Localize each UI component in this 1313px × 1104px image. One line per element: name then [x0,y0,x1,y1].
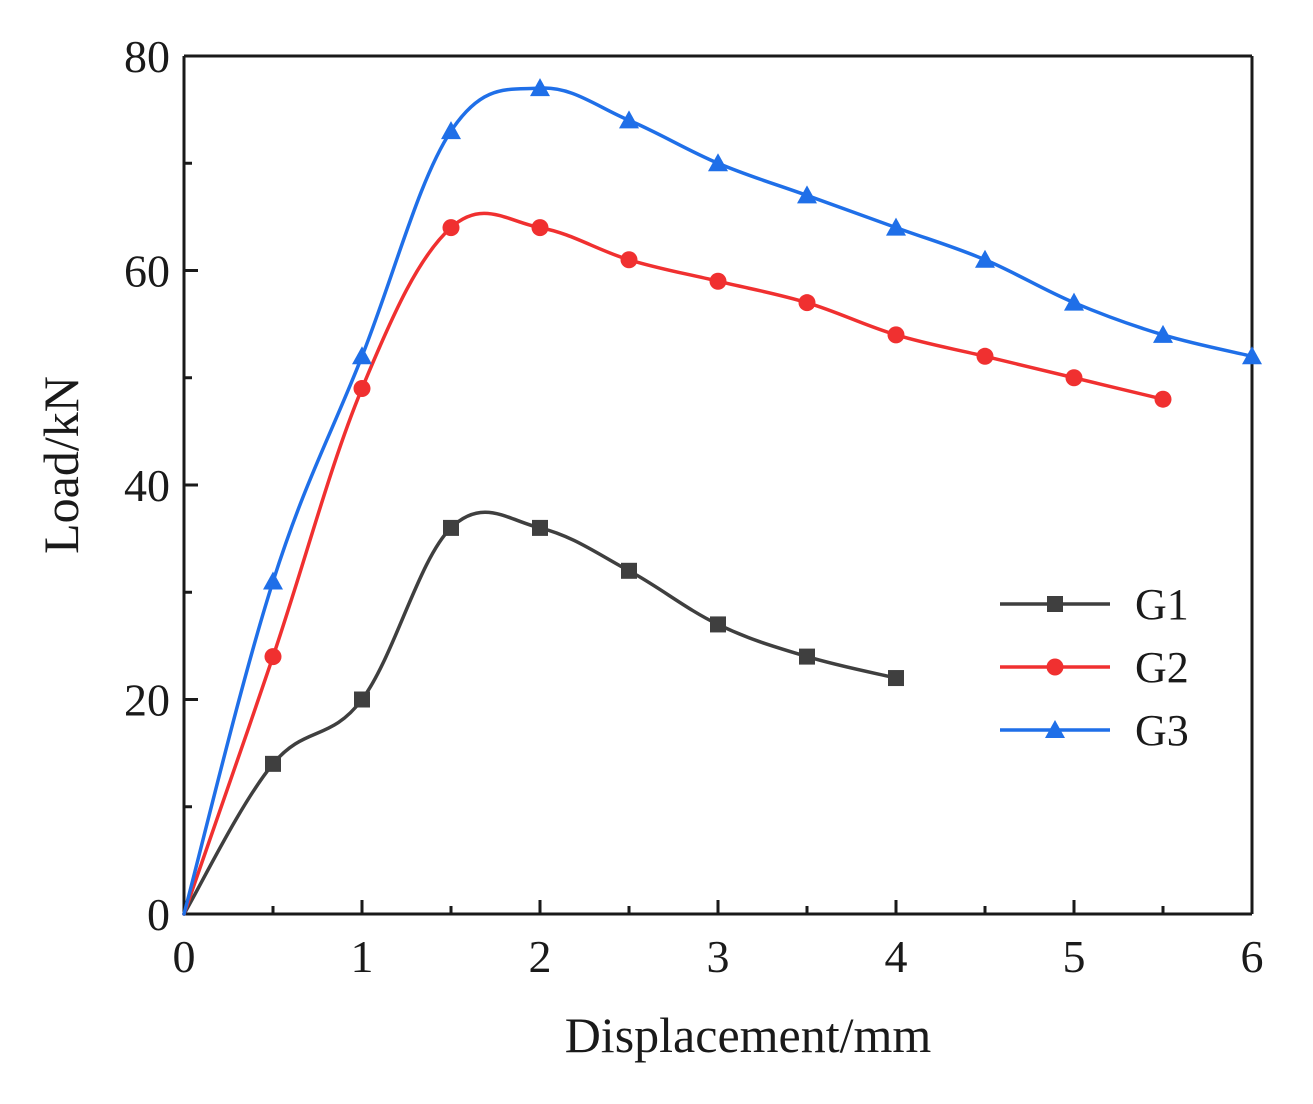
series-g2 [182,211,1172,916]
x-tick-label: 2 [529,931,552,982]
data-point-g2 [620,251,638,269]
data-point-g2 [798,294,816,312]
data-point-g3 [352,346,372,365]
y-tick-label: 20 [124,675,170,726]
legend-label: G3 [1135,706,1189,755]
y-tick-label: 60 [124,246,170,297]
data-point-g3 [619,110,639,129]
data-point-g3 [1242,346,1262,365]
data-point-g2 [264,648,282,666]
legend-item-g3: G3 [1000,706,1189,755]
series-line-g2 [182,211,1165,916]
plot-series [182,78,1262,916]
data-point-g1 [621,562,637,579]
y-axis-title: Load/kN [33,376,89,554]
data-point-g1 [799,648,815,665]
data-point-g3 [886,217,906,236]
series-g3 [182,78,1262,916]
series-g1 [182,510,904,916]
legend-marker [1045,720,1065,738]
data-point-g1 [532,519,548,536]
legend-item-g1: G1 [1000,580,1189,629]
series-line-g3 [182,86,1254,916]
legend-item-g2: G2 [1000,643,1189,692]
data-point-g3 [441,121,461,140]
x-tick-label: 5 [1063,931,1086,982]
legend-marker [1047,596,1063,612]
data-point-g1 [354,691,370,708]
x-tick-label: 0 [173,931,196,982]
data-point-g2 [1065,369,1083,387]
data-point-g2 [976,347,994,365]
data-point-g2 [887,326,905,344]
series-line-g1 [182,510,898,916]
data-point-g1 [443,519,459,536]
x-tick-label: 3 [707,931,730,982]
y-tick-label: 0 [147,889,170,940]
data-point-g1 [888,670,904,687]
x-tick-label: 6 [1241,931,1264,982]
data-point-g3 [1153,324,1173,343]
data-point-g3 [797,185,817,204]
y-tick-label: 80 [124,31,170,82]
data-point-g3 [1064,292,1084,311]
data-point-g2 [531,219,549,237]
legend-marker [1046,658,1064,676]
data-point-g1 [265,755,281,772]
data-point-g2 [709,272,727,290]
y-tick-label: 40 [124,460,170,511]
legend: G1 G2 G3 [1000,580,1189,755]
data-point-g3 [530,78,550,97]
legend-label: G2 [1135,643,1189,692]
data-point-g3 [975,249,995,268]
legend-label: G1 [1135,580,1189,629]
data-point-g1 [710,616,726,633]
x-axis-title: Displacement/mm [565,1007,932,1063]
x-tick-label: 4 [885,931,908,982]
data-point-g2 [353,379,371,397]
data-point-g2 [1154,390,1172,408]
data-point-g3 [708,153,728,172]
data-point-g3 [263,571,283,590]
x-tick-label: 1 [351,931,374,982]
data-point-g2 [442,219,460,237]
